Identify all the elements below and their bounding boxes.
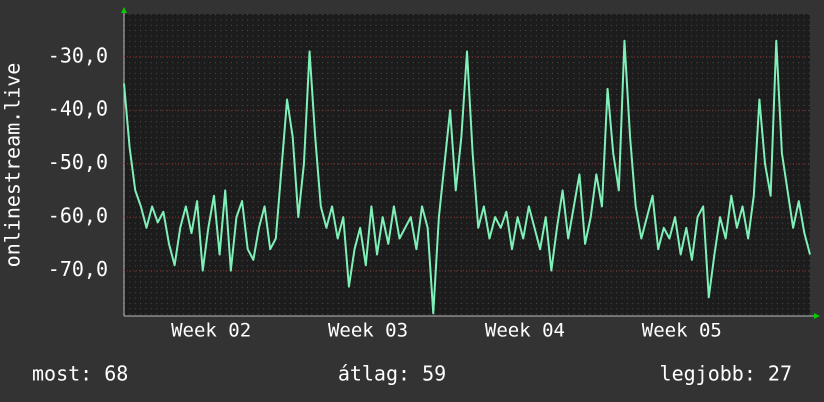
y-tick-label: -50,0 (48, 150, 108, 174)
y-tick-label: -40,0 (48, 97, 108, 121)
x-tick-label: Week 03 (328, 320, 408, 342)
x-tick-label: Week 02 (171, 320, 251, 342)
y-arrow (121, 7, 127, 13)
footer-current: most: 68 (32, 362, 128, 386)
x-tick-label: Week 04 (485, 320, 565, 342)
y-axis-title: onlinestream.live (1, 63, 25, 268)
footer-average: átlag: 59 (338, 362, 446, 386)
series-line (123, 39, 811, 315)
y-tick-label: -70,0 (48, 257, 108, 281)
y-tick-label: -30,0 (48, 43, 108, 67)
x-tick-label: Week 05 (642, 320, 722, 342)
footer-best: legjobb: 27 (660, 362, 792, 386)
x-arrow (814, 313, 820, 319)
y-tick-label: -60,0 (48, 204, 108, 228)
